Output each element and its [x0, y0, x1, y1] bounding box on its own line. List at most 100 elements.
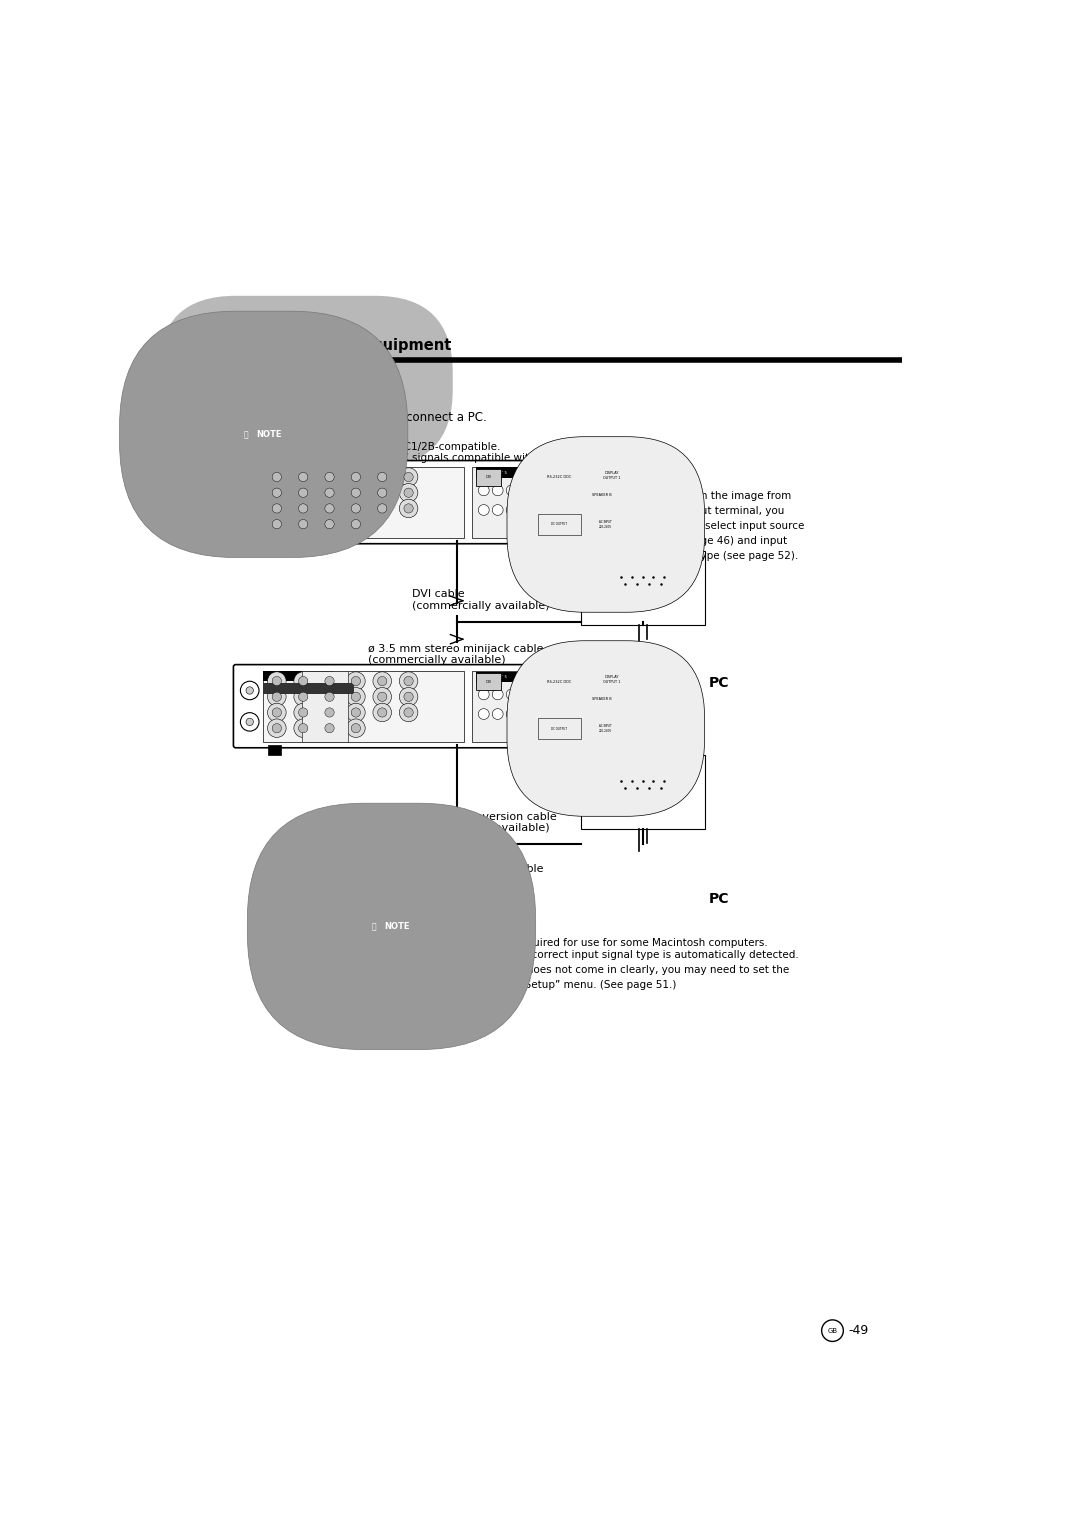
Text: RGB/DVI conversion cable
(commercially available): RGB/DVI conversion cable (commercially a… — [413, 811, 557, 833]
Circle shape — [272, 724, 282, 733]
Circle shape — [600, 509, 619, 527]
Circle shape — [378, 692, 387, 701]
FancyBboxPatch shape — [233, 460, 625, 544]
Text: DISPLAY
OUTPUT 1: DISPLAY OUTPUT 1 — [603, 471, 620, 480]
Text: To watch the image from
this input terminal, you
need to select input source
(se: To watch the image from this input termi… — [662, 492, 805, 561]
Circle shape — [268, 720, 286, 738]
Circle shape — [321, 468, 339, 486]
Bar — [535, 671, 670, 741]
Circle shape — [294, 672, 312, 691]
Circle shape — [347, 468, 365, 486]
Bar — [584, 703, 627, 718]
Circle shape — [272, 472, 282, 481]
Circle shape — [492, 689, 503, 700]
Bar — [268, 541, 281, 550]
Circle shape — [298, 472, 308, 481]
Circle shape — [606, 483, 613, 490]
Circle shape — [678, 575, 687, 582]
Text: NOTE: NOTE — [383, 921, 409, 931]
Circle shape — [294, 703, 312, 721]
Circle shape — [492, 484, 503, 495]
Circle shape — [600, 712, 619, 730]
Circle shape — [268, 483, 286, 503]
Text: INPUT 5: INPUT 5 — [491, 675, 508, 678]
Circle shape — [325, 692, 334, 701]
FancyBboxPatch shape — [507, 437, 704, 613]
Text: DC OUTPUT: DC OUTPUT — [551, 523, 567, 527]
Circle shape — [298, 504, 308, 513]
Text: DVI: DVI — [485, 680, 491, 683]
Circle shape — [246, 686, 254, 694]
Text: • The PC input terminals are DDC1/2B-compatible.: • The PC input terminals are DDC1/2B-com… — [235, 442, 500, 452]
Circle shape — [378, 707, 387, 717]
Polygon shape — [608, 571, 677, 588]
Bar — [584, 498, 627, 513]
Circle shape — [404, 707, 414, 717]
Circle shape — [272, 707, 282, 717]
Text: 🔔: 🔔 — [372, 921, 376, 931]
Text: 🔔: 🔔 — [243, 429, 248, 439]
Circle shape — [478, 689, 489, 700]
Circle shape — [822, 1320, 843, 1342]
Bar — [262, 480, 353, 490]
Bar — [472, 466, 526, 538]
FancyBboxPatch shape — [159, 296, 453, 466]
Circle shape — [321, 672, 339, 691]
Circle shape — [347, 515, 365, 533]
Bar — [589, 672, 635, 691]
Circle shape — [294, 688, 312, 706]
Bar — [538, 672, 581, 691]
Bar — [476, 671, 523, 683]
Text: DVI cable
(commercially available): DVI cable (commercially available) — [413, 590, 550, 611]
Circle shape — [606, 686, 613, 694]
Circle shape — [600, 477, 619, 495]
Circle shape — [492, 504, 503, 515]
Circle shape — [351, 724, 361, 733]
Circle shape — [347, 500, 365, 518]
Circle shape — [373, 703, 392, 721]
Circle shape — [268, 500, 286, 518]
Circle shape — [298, 487, 308, 497]
Circle shape — [298, 692, 308, 701]
Circle shape — [294, 468, 312, 486]
Circle shape — [351, 707, 361, 717]
Bar — [538, 689, 666, 711]
Bar — [578, 541, 591, 550]
FancyBboxPatch shape — [247, 804, 536, 1050]
Circle shape — [373, 688, 392, 706]
Circle shape — [478, 709, 489, 720]
Circle shape — [325, 472, 334, 481]
Text: RS-232C DDC: RS-232C DDC — [546, 475, 571, 480]
Bar — [578, 746, 591, 755]
Circle shape — [272, 677, 282, 686]
Bar — [538, 718, 581, 740]
Text: NOTE: NOTE — [256, 429, 282, 439]
Circle shape — [294, 483, 312, 503]
Bar — [268, 746, 281, 755]
Text: SPEAKER B: SPEAKER B — [592, 697, 611, 701]
Bar — [535, 466, 670, 538]
Bar — [538, 498, 581, 513]
FancyBboxPatch shape — [507, 640, 704, 816]
Circle shape — [600, 681, 619, 700]
Circle shape — [478, 504, 489, 515]
Circle shape — [325, 487, 334, 497]
Text: ø 3.5 mm stereo minijack cable
(commercially available): ø 3.5 mm stereo minijack cable (commerci… — [367, 863, 543, 886]
Bar — [301, 466, 348, 538]
FancyBboxPatch shape — [233, 665, 625, 747]
Text: PC: PC — [708, 892, 729, 906]
Circle shape — [351, 504, 361, 513]
Bar — [476, 469, 501, 486]
Bar — [538, 469, 581, 486]
Circle shape — [347, 483, 365, 503]
Circle shape — [325, 677, 334, 686]
FancyBboxPatch shape — [120, 312, 408, 558]
Circle shape — [606, 513, 613, 521]
Circle shape — [268, 468, 286, 486]
Circle shape — [241, 509, 259, 527]
Bar — [262, 466, 464, 538]
Circle shape — [404, 487, 414, 497]
Circle shape — [598, 778, 607, 787]
Circle shape — [325, 707, 334, 717]
Circle shape — [298, 520, 308, 529]
